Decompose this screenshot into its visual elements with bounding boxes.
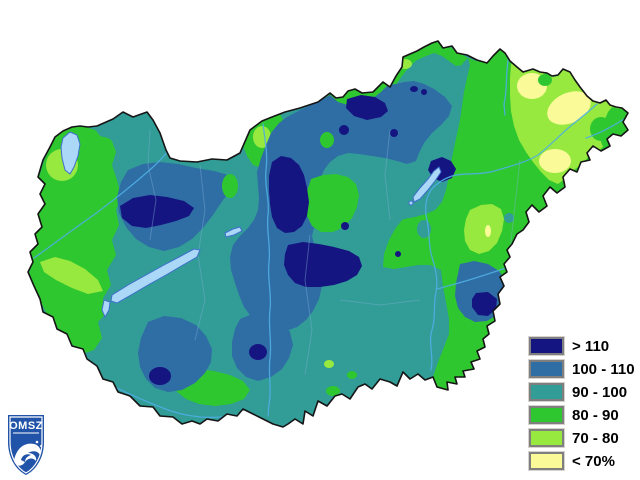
legend-label: > 110 (572, 337, 610, 355)
river-hernad (503, 55, 510, 116)
legend-swatch-below-70 (528, 451, 565, 471)
county-line (304, 234, 313, 376)
navy-dot (341, 222, 349, 230)
lake-tisza-dot (408, 200, 414, 206)
lime-danube-bend (253, 126, 271, 148)
logo-spray-dot (35, 440, 39, 444)
green-dot-mountains (320, 132, 334, 148)
lake-ferto (60, 131, 81, 175)
teal-nw-strip (95, 113, 162, 143)
navy-somogy (149, 367, 171, 385)
green-dot-south (347, 371, 357, 379)
county-line (147, 129, 157, 241)
legend-swatch-above-110 (528, 336, 565, 356)
navy-mountains (346, 95, 388, 120)
lime-east-central (464, 204, 504, 254)
navy-budapest (269, 156, 309, 233)
country-border (27, 40, 629, 428)
county-line (509, 159, 521, 251)
legend-swatch-90-100 (528, 382, 565, 402)
legend-swatch-70-80 (528, 428, 565, 448)
legend-swatch-100-110 (528, 359, 565, 379)
river-drava (103, 380, 253, 418)
navy-dot (410, 86, 418, 92)
navy-south-central (284, 242, 362, 287)
legend-row: 90 - 100 (528, 382, 635, 402)
map-legend: > 110 100 - 110 90 - 100 80 - 90 70 - 80… (528, 336, 635, 475)
lime-west-streak (40, 257, 103, 294)
lime-south-dot (324, 360, 334, 368)
navy-dot (339, 125, 349, 135)
legend-row: 100 - 110 (528, 359, 635, 379)
green-dot-south (326, 386, 340, 396)
legend-label: 70 - 80 (572, 429, 619, 447)
lime-mountain-dot (398, 59, 412, 69)
green-dot-west-of-budapest (222, 174, 238, 198)
teal-wedge (395, 58, 470, 219)
legend-swatch-80-90 (528, 405, 565, 425)
lake-balaton (110, 248, 201, 304)
logo-text: OMSZ (9, 420, 43, 432)
navy-southeast (472, 292, 497, 316)
legend-label: 80 - 90 (572, 406, 619, 424)
county-line (384, 129, 391, 221)
lake-velence (224, 226, 243, 238)
legend-row: > 110 (528, 336, 635, 356)
legend-label: < 70% (572, 452, 615, 470)
regions-90-100-over (95, 58, 514, 238)
yellow-mini-dot (485, 225, 491, 237)
teal-dot (504, 213, 514, 223)
yellow-ne-2 (547, 91, 591, 125)
county-line (339, 299, 421, 306)
yellow-ne-3 (539, 149, 571, 173)
omsz-logo: OMSZ (8, 415, 44, 475)
green-east-tip (600, 107, 628, 147)
legend-row: < 70% (528, 451, 635, 471)
lake-tisza (412, 166, 442, 203)
legend-label: 100 - 110 (572, 360, 635, 378)
navy-szekszard (249, 344, 267, 360)
green-west-blob (29, 127, 121, 353)
lake-kis-balaton (101, 299, 111, 319)
green-dot-ne (538, 74, 552, 86)
lakes (60, 131, 442, 319)
logo-wave-spiral (21, 454, 31, 462)
regions-80-90-over (222, 74, 628, 396)
river-tisza (424, 103, 598, 371)
legend-row: 70 - 80 (528, 428, 635, 448)
navy-dot (390, 129, 398, 137)
navy-west (120, 195, 194, 228)
navy-dot (421, 89, 427, 95)
river-danube (262, 123, 272, 417)
regions-above-110 (120, 86, 497, 385)
county-borders (147, 129, 521, 376)
legend-row: 80 - 90 (528, 405, 635, 425)
navy-dot (395, 251, 401, 257)
logo-spray-dot (40, 445, 42, 447)
legend-label: 90 - 100 (572, 383, 628, 401)
river-szamos (585, 118, 625, 139)
green-east-of-budapest (306, 174, 359, 232)
